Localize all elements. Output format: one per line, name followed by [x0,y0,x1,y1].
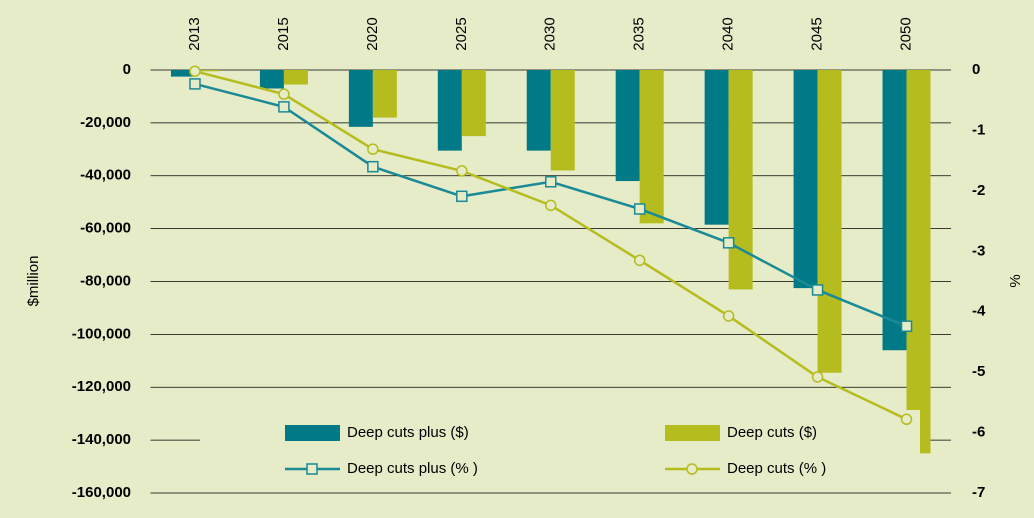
legend-label: Deep cuts plus (% ) [347,460,478,477]
marker [367,160,379,173]
y-tick-label: -120,000 [72,378,131,395]
bar [704,70,729,225]
bar [170,70,195,77]
marker [633,254,646,267]
marker [278,88,290,100]
marker [900,320,913,332]
bar [283,70,308,85]
y2-tick-label: -6 [972,424,985,441]
y2-tick-label: -4 [972,303,986,320]
y-tick-label: -60,000 [80,220,131,237]
marker [545,199,557,212]
bar [882,70,907,351]
x-tick-label: 2045 [809,17,826,50]
bar [372,70,397,118]
y2-axis-label: % [1007,274,1024,287]
legend-swatch [285,425,340,441]
bar [461,70,486,137]
y-tick-label: -160,000 [72,484,131,501]
legend [200,410,920,485]
marker [686,463,698,475]
marker [367,143,379,155]
bar [550,70,575,171]
y2-tick-label: -7 [972,484,985,501]
y2-tick-label: -5 [972,363,985,380]
marker [456,190,468,203]
legend-label: Deep cuts (% ) [727,460,826,477]
x-tick-label: 2015 [275,17,292,50]
y-tick-label: 0 [123,61,131,78]
marker [722,237,735,249]
y-tick-label: -80,000 [80,272,131,289]
y-tick-label: -40,000 [80,167,131,184]
legend-label: Deep cuts ($) [727,424,817,441]
x-tick-label: 2040 [720,17,737,50]
marker [189,78,201,90]
bar [194,70,219,72]
x-tick-label: 2025 [453,17,470,50]
marker [278,101,290,113]
y2-tick-label: -1 [972,121,985,138]
marker [189,65,201,77]
x-tick-label: 2020 [364,17,381,50]
bar [526,70,551,151]
bar [615,70,640,182]
y2-tick-label: -2 [972,182,985,199]
marker [811,284,824,296]
bar [906,70,931,454]
x-tick-label: 2013 [186,17,203,50]
marker [633,203,646,215]
x-tick-label: 2050 [897,17,914,50]
y-tick-label: -100,000 [72,325,131,342]
marker [545,176,557,188]
bar [437,70,462,151]
marker [306,463,318,475]
bar [728,70,753,290]
legend-swatch [665,425,720,441]
marker [456,165,468,177]
bar [817,70,842,373]
x-tick-label: 2030 [542,17,559,50]
y2-tick-label: -3 [972,242,985,259]
bar [793,70,818,289]
marker [900,413,913,426]
y-tick-label: -20,000 [80,114,131,131]
y-axis-label: $million [25,256,42,307]
legend-label: Deep cuts plus ($) [347,424,469,441]
marker [811,371,824,383]
bar [348,70,373,127]
y-tick-label: -140,000 [72,431,131,448]
marker [722,310,735,322]
y2-tick-label: 0 [972,61,980,78]
bar [639,70,664,224]
x-tick-label: 2035 [631,17,648,50]
bar [259,70,284,89]
